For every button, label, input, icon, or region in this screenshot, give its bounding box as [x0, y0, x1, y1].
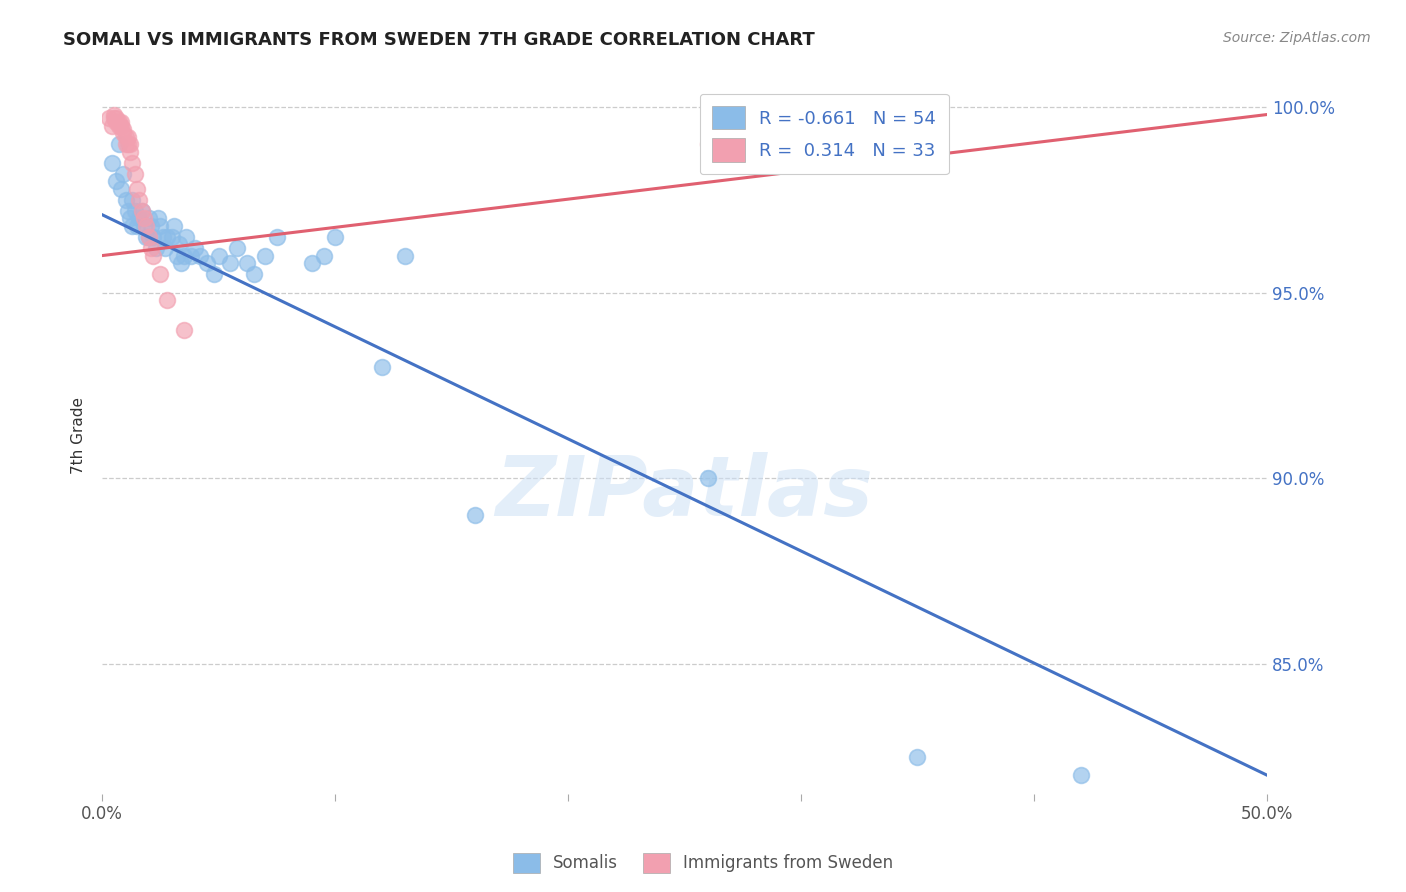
- Point: [219, 256, 242, 270]
- Point: [142, 230, 165, 244]
- Point: [100, 156, 122, 170]
- Point: [135, 230, 157, 244]
- Point: [254, 249, 277, 263]
- Point: [149, 267, 172, 281]
- Point: [139, 219, 162, 233]
- Text: SOMALI VS IMMIGRANTS FROM SWEDEN 7TH GRADE CORRELATION CHART: SOMALI VS IMMIGRANTS FROM SWEDEN 7TH GRA…: [63, 31, 815, 49]
- Point: [166, 249, 188, 263]
- Point: [135, 219, 157, 233]
- Point: [1070, 768, 1092, 782]
- Point: [117, 129, 139, 144]
- Legend: Somalis, Immigrants from Sweden: Somalis, Immigrants from Sweden: [506, 847, 900, 880]
- Point: [114, 193, 136, 207]
- Point: [103, 112, 125, 126]
- Point: [173, 323, 195, 337]
- Point: [112, 122, 135, 136]
- Point: [312, 249, 335, 263]
- Point: [153, 241, 176, 255]
- Point: [180, 249, 202, 263]
- Point: [907, 749, 929, 764]
- Point: [301, 256, 323, 270]
- Point: [859, 107, 882, 121]
- Point: [105, 115, 128, 129]
- Point: [208, 249, 231, 263]
- Point: [139, 241, 162, 255]
- Point: [138, 211, 160, 226]
- Point: [145, 241, 167, 255]
- Point: [266, 230, 288, 244]
- Point: [117, 137, 139, 152]
- Point: [105, 174, 128, 188]
- Point: [138, 230, 160, 244]
- Point: [134, 211, 156, 226]
- Point: [112, 167, 135, 181]
- Y-axis label: 7th Grade: 7th Grade: [72, 397, 86, 474]
- Point: [103, 107, 125, 121]
- Point: [131, 204, 153, 219]
- Point: [167, 237, 190, 252]
- Point: [128, 211, 150, 226]
- Point: [124, 167, 146, 181]
- Point: [98, 112, 121, 126]
- Point: [112, 126, 135, 140]
- Point: [121, 219, 143, 233]
- Point: [120, 137, 142, 152]
- Point: [323, 230, 346, 244]
- Point: [100, 119, 122, 133]
- Point: [696, 137, 718, 152]
- Legend: R = -0.661   N = 54, R =  0.314   N = 33: R = -0.661 N = 54, R = 0.314 N = 33: [700, 94, 949, 174]
- Point: [163, 219, 186, 233]
- Point: [188, 249, 211, 263]
- Point: [117, 204, 139, 219]
- Point: [110, 115, 132, 129]
- Point: [131, 204, 153, 219]
- Point: [138, 230, 160, 244]
- Point: [156, 293, 179, 307]
- Point: [114, 137, 136, 152]
- Point: [110, 119, 132, 133]
- Point: [696, 471, 718, 485]
- Point: [127, 182, 149, 196]
- Point: [124, 204, 146, 219]
- Point: [174, 230, 197, 244]
- Point: [146, 211, 169, 226]
- Point: [149, 219, 172, 233]
- Point: [160, 230, 183, 244]
- Point: [371, 359, 394, 374]
- Point: [464, 508, 486, 523]
- Point: [120, 145, 142, 159]
- Point: [195, 256, 218, 270]
- Point: [107, 119, 129, 133]
- Point: [120, 211, 142, 226]
- Text: ZIPatlas: ZIPatlas: [496, 452, 873, 533]
- Point: [242, 267, 264, 281]
- Point: [142, 249, 165, 263]
- Point: [394, 249, 416, 263]
- Text: Source: ZipAtlas.com: Source: ZipAtlas.com: [1223, 31, 1371, 45]
- Point: [128, 193, 150, 207]
- Point: [114, 129, 136, 144]
- Point: [134, 219, 156, 233]
- Point: [226, 241, 249, 255]
- Point: [127, 219, 149, 233]
- Point: [105, 112, 128, 126]
- Point: [170, 256, 193, 270]
- Point: [121, 156, 143, 170]
- Point: [152, 230, 174, 244]
- Point: [202, 267, 225, 281]
- Point: [156, 230, 179, 244]
- Point: [107, 115, 129, 129]
- Point: [110, 182, 132, 196]
- Point: [121, 193, 143, 207]
- Point: [173, 249, 195, 263]
- Point: [235, 256, 257, 270]
- Point: [107, 137, 129, 152]
- Point: [184, 241, 207, 255]
